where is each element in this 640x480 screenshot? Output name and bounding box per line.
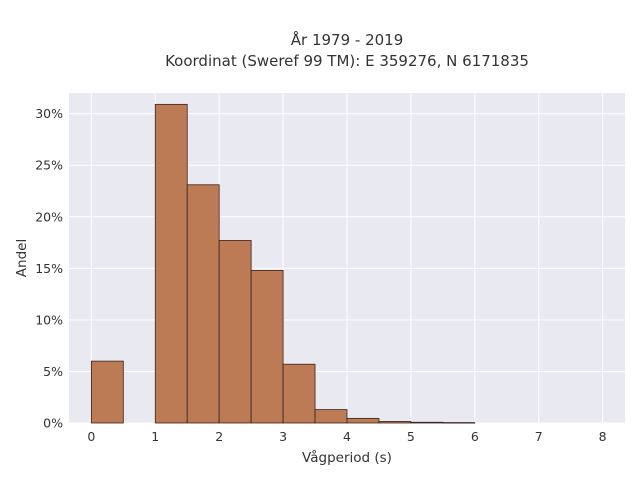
x-tick-label: 1 xyxy=(151,429,159,444)
y-tick-label: 10% xyxy=(35,312,63,327)
y-axis-ticks: 0% 5% 10% 15% 20% 25% 30% xyxy=(35,106,63,430)
histogram-bar xyxy=(314,409,348,424)
histogram-bar xyxy=(282,363,316,424)
x-tick-label: 6 xyxy=(471,429,479,444)
y-tick-label: 25% xyxy=(35,158,63,173)
x-tick-label: 0 xyxy=(87,429,95,444)
y-tick-label: 20% xyxy=(35,209,63,224)
histogram-bar xyxy=(250,269,284,424)
chart-subtitle: Koordinat (Sweref 99 TM): E 359276, N 61… xyxy=(165,52,529,70)
y-tick-label: 5% xyxy=(43,364,63,379)
x-tick-label: 7 xyxy=(535,429,543,444)
x-tick-label: 3 xyxy=(279,429,287,444)
bars xyxy=(90,103,476,424)
x-tick-label: 4 xyxy=(343,429,351,444)
x-tick-label: 8 xyxy=(599,429,607,444)
x-tick-label: 5 xyxy=(407,429,415,444)
y-tick-label: 30% xyxy=(35,106,63,121)
histogram-bar xyxy=(154,103,188,424)
histogram-bar xyxy=(218,240,252,424)
x-axis-ticks: 0 1 2 3 4 5 6 7 8 xyxy=(87,429,606,444)
x-axis-label: Vågperiod (s) xyxy=(302,449,392,466)
histogram-bar xyxy=(90,360,124,424)
histogram-bar xyxy=(442,422,476,424)
histogram-bar xyxy=(410,421,444,424)
chart-title: År 1979 - 2019 xyxy=(291,30,404,49)
x-tick-label: 2 xyxy=(215,429,223,444)
histogram-bar xyxy=(186,184,220,424)
y-axis-label: Andel xyxy=(14,239,30,277)
y-tick-label: 15% xyxy=(35,261,63,276)
histogram-bar xyxy=(378,421,412,424)
y-tick-label: 0% xyxy=(43,416,63,431)
histogram-bar xyxy=(346,417,380,424)
